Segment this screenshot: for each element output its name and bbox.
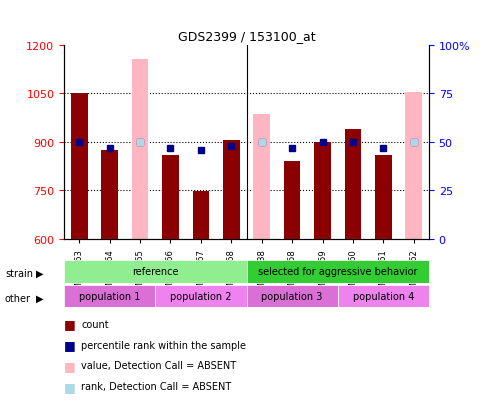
FancyBboxPatch shape: [246, 285, 338, 308]
Text: ▶: ▶: [35, 268, 43, 278]
Text: rank, Detection Call = ABSENT: rank, Detection Call = ABSENT: [81, 381, 232, 391]
Title: GDS2399 / 153100_at: GDS2399 / 153100_at: [177, 30, 316, 43]
Text: population 2: population 2: [170, 291, 232, 301]
Bar: [102, 151, 118, 240]
Bar: [284, 162, 300, 240]
FancyBboxPatch shape: [338, 285, 429, 308]
FancyBboxPatch shape: [64, 285, 155, 308]
Bar: [314, 142, 331, 240]
Bar: [253, 115, 270, 240]
Text: population 4: population 4: [352, 291, 414, 301]
Text: ▶: ▶: [35, 293, 43, 303]
Text: value, Detection Call = ABSENT: value, Detection Call = ABSENT: [81, 361, 237, 370]
Bar: [162, 155, 179, 240]
Text: strain: strain: [5, 268, 33, 278]
Text: ■: ■: [64, 380, 76, 393]
FancyBboxPatch shape: [64, 260, 246, 283]
FancyBboxPatch shape: [246, 260, 429, 283]
Bar: [345, 130, 361, 240]
Bar: [71, 94, 88, 240]
Text: ■: ■: [64, 359, 76, 372]
Bar: [405, 93, 422, 240]
Text: selected for aggressive behavior: selected for aggressive behavior: [258, 266, 418, 277]
Bar: [375, 156, 391, 240]
Text: other: other: [5, 293, 31, 303]
Text: population 3: population 3: [261, 291, 323, 301]
Text: count: count: [81, 319, 109, 329]
Bar: [223, 141, 240, 240]
Text: ■: ■: [64, 338, 76, 351]
Text: percentile rank within the sample: percentile rank within the sample: [81, 340, 246, 350]
Text: ■: ■: [64, 318, 76, 331]
Text: reference: reference: [132, 266, 178, 277]
Bar: [132, 60, 148, 240]
Bar: [193, 192, 209, 240]
FancyBboxPatch shape: [155, 285, 246, 308]
Text: population 1: population 1: [79, 291, 141, 301]
